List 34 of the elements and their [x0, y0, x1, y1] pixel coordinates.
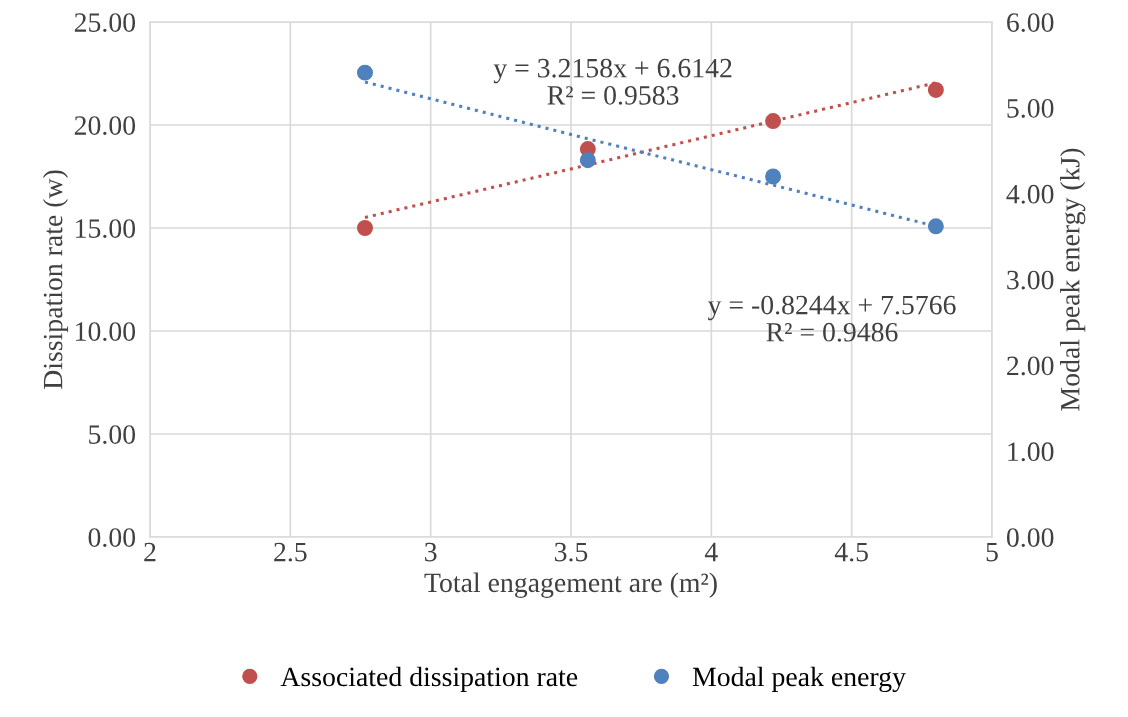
point	[927, 218, 944, 235]
y2-tick-label: 6.00	[1007, 13, 1054, 33]
y2-tick-label: 2.00	[1007, 356, 1054, 376]
point	[579, 152, 596, 169]
y-tick-label: 10.00	[76, 322, 136, 342]
legend-label: Modal peak energy	[692, 666, 906, 692]
annotation: y = 3.2158x + 6.6142 R² = 0.9583	[493, 58, 732, 105]
point	[357, 220, 373, 236]
x-tick-label: 2	[144, 542, 156, 562]
y2-tick-label: 3.00	[1007, 270, 1054, 290]
y2-tick-label: 1.00	[1008, 442, 1054, 462]
y2-tick-label: 4.00	[1006, 184, 1054, 204]
legend-label: Associated dissipation rate	[280, 666, 578, 692]
y-tick-label: 25.00	[74, 13, 136, 33]
y2-tick-label: 0.00	[1006, 528, 1054, 548]
x-tick-label: 4.5	[834, 542, 868, 562]
y2-tick-label: 5.00	[1007, 99, 1054, 118]
point	[927, 82, 944, 98]
y2-axis-title: Modal peak energy (kJ)	[1060, 148, 1086, 411]
x-tick-label: 4	[704, 542, 718, 562]
point	[765, 113, 782, 130]
y-tick-label: 5.00	[89, 425, 136, 445]
x-axis-title: Total engagement are (m²)	[424, 572, 717, 598]
y-tick-label: 20.00	[74, 116, 136, 136]
point	[765, 168, 782, 185]
x-tick-label: 3	[425, 542, 437, 562]
y-tick-label: 15.00	[76, 219, 136, 239]
point	[357, 64, 373, 81]
y-axis-title: Dissipation rate (w)	[42, 170, 69, 390]
x-tick-label: 3.5	[554, 542, 588, 562]
y-tick-label: 0.00	[88, 528, 136, 548]
x-tick-label: 2.5	[274, 542, 307, 562]
annotation: y = -0.8244x + 7.5766 R² = 0.9486	[707, 295, 956, 342]
x-tick-label: 5	[986, 542, 998, 562]
